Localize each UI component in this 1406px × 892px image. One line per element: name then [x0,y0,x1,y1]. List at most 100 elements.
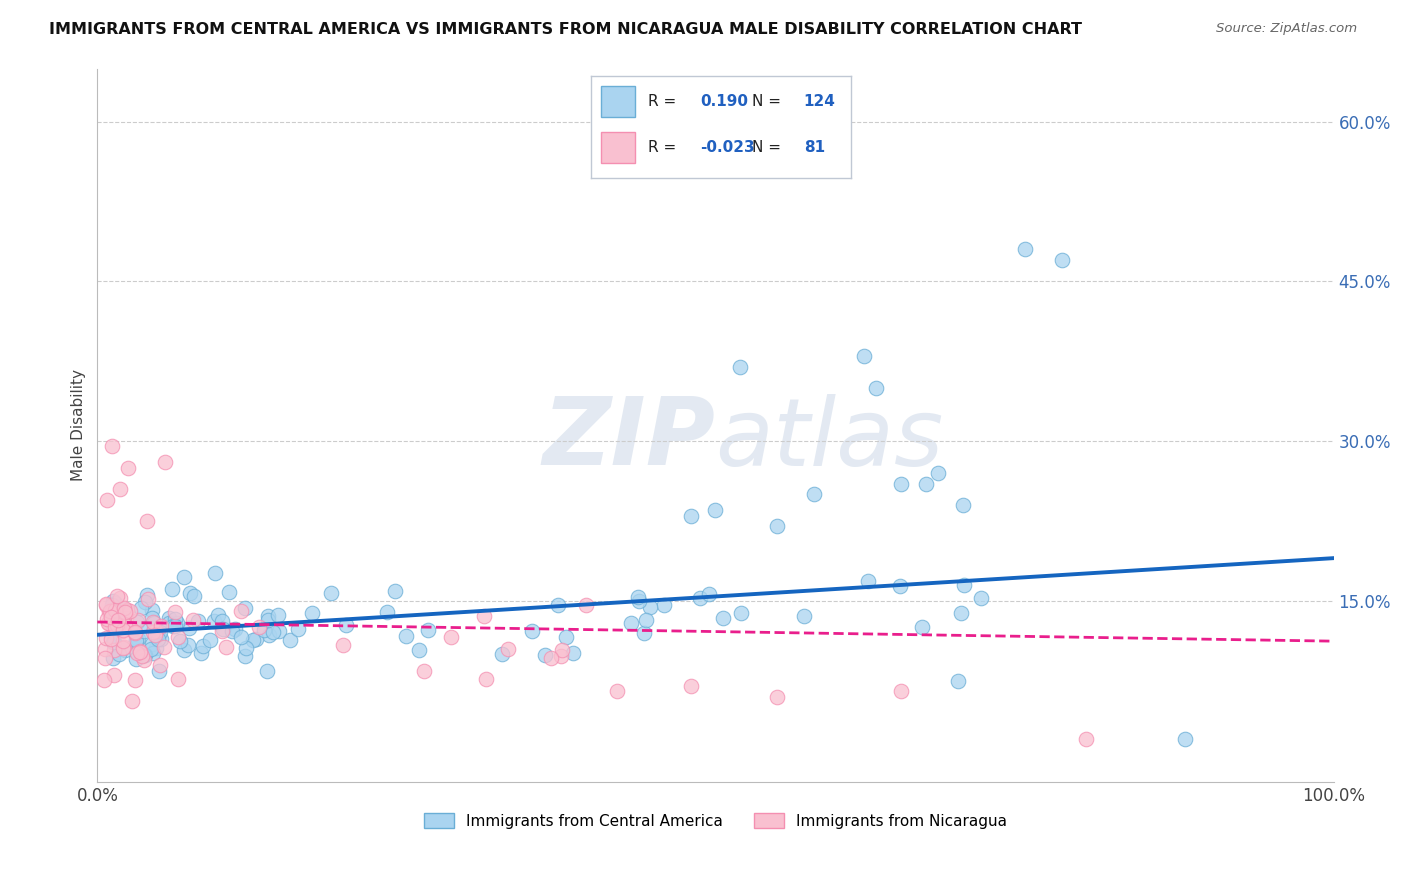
Point [547,599,569,613]
Point [101,604,124,618]
Point [267,608,290,623]
Point [148,665,170,679]
Point [384,584,406,599]
Point [127,613,149,627]
Point [145,628,167,642]
Point [950,606,973,620]
Point [416,623,439,637]
Point [215,640,238,655]
Point [679,679,702,693]
Bar [600,132,634,163]
Point [143,615,166,630]
Point [766,519,789,533]
Point [125,646,148,660]
Point [187,615,209,629]
Point [98,603,121,617]
Point [94,597,117,611]
Point [165,605,187,619]
Point [100,632,122,646]
Point [319,586,342,600]
Point [231,604,253,618]
Point [221,624,243,639]
Point [114,605,136,619]
Point [131,649,153,664]
Point [235,640,257,655]
Point [211,624,233,638]
Legend: Immigrants from Central America, Immigrants from Nicaragua: Immigrants from Central America, Immigra… [418,806,1014,835]
Point [134,594,156,608]
Point [142,625,165,640]
Point [540,651,562,665]
Point [167,672,190,686]
Point [112,640,135,655]
Point [153,640,176,654]
Point [190,646,212,660]
Point [475,672,498,686]
Point [129,644,152,658]
Point [101,593,124,607]
Point [207,608,229,623]
Point [136,592,159,607]
Point [96,612,118,626]
Point [94,642,117,657]
Point [766,690,789,704]
Point [134,648,156,662]
Point [105,589,128,603]
Point [520,624,543,638]
Point [1076,732,1098,747]
Text: IMMIGRANTS FROM CENTRAL AMERICA VS IMMIGRANTS FROM NICARAGUA MALE DISABILITY COR: IMMIGRANTS FROM CENTRAL AMERICA VS IMMIG… [49,22,1083,37]
Point [101,635,124,649]
Point [472,608,495,623]
Point [149,619,172,633]
Point [107,613,129,627]
Point [287,622,309,636]
Point [562,646,585,660]
Point [395,629,418,643]
Point [551,642,574,657]
Point [101,650,124,665]
Point [136,588,159,602]
Point [491,648,513,662]
Point [890,684,912,698]
Point [183,589,205,603]
Point [125,635,148,649]
Point [98,615,121,630]
Point [166,615,188,630]
Bar [600,87,634,117]
Point [125,652,148,666]
Point [114,611,136,625]
Point [108,648,131,662]
Point [699,587,721,601]
Point [335,618,357,632]
Point [408,643,430,657]
Point [114,617,136,632]
Point [97,615,120,630]
Point [100,610,122,624]
Point [202,614,225,628]
Point [124,673,146,688]
Point [125,644,148,658]
Point [177,621,200,635]
Point [269,624,291,638]
Point [245,632,267,646]
Text: R =: R = [648,94,676,109]
Text: R =: R = [648,140,676,155]
Point [969,591,991,606]
Point [204,566,226,580]
Point [728,359,751,374]
Point [94,651,117,665]
Point [132,653,155,667]
Point [96,631,118,645]
Point [211,614,233,628]
Point [550,649,572,664]
Point [198,632,221,647]
Point [141,637,163,651]
Point [96,492,118,507]
Point [889,579,911,593]
Point [101,439,124,453]
Point [262,624,284,639]
Point [652,598,675,612]
Point [141,611,163,625]
Point [242,632,264,647]
Point [110,624,132,639]
